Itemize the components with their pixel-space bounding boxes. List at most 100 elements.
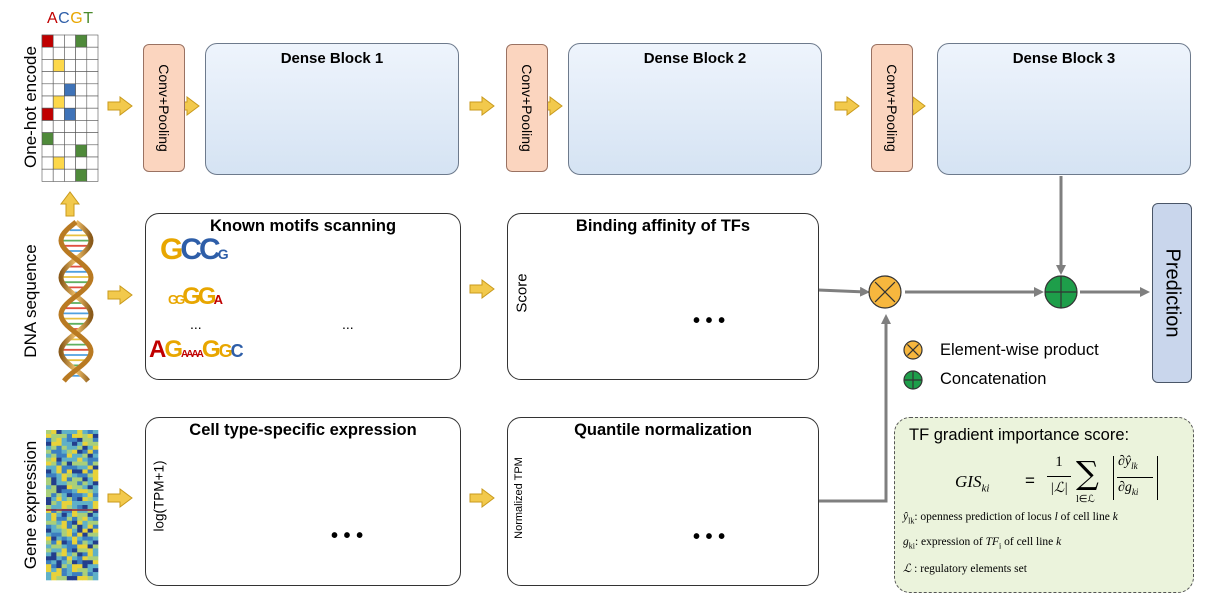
heatmap-cell xyxy=(92,493,99,498)
onehot-cell xyxy=(86,156,99,170)
heatmap-cell xyxy=(51,433,57,439)
dense-block-3: Dense Block 3 xyxy=(937,43,1191,175)
onehot-cell xyxy=(75,107,88,121)
heatmap-cell xyxy=(77,576,83,581)
motif-logo-3: AGAAAAGGC xyxy=(149,336,244,363)
heatmap-cell xyxy=(66,576,73,581)
heatmap-cell xyxy=(82,556,88,561)
heatmap-cell xyxy=(92,445,99,451)
heatmap-cell xyxy=(56,457,62,462)
onehot-cell xyxy=(41,132,54,146)
heatmap-cell xyxy=(82,564,88,569)
gis-frac-num: 1 xyxy=(1055,454,1063,470)
heatmap-cell xyxy=(82,524,88,529)
heatmap-cell xyxy=(87,576,94,581)
heatmap-cell xyxy=(87,544,94,549)
heatmap-cell xyxy=(56,576,62,581)
heatmap-cell xyxy=(66,560,73,565)
onehot-cell xyxy=(75,71,88,85)
heatmap-cell xyxy=(92,576,99,581)
arrow-affinity-to-product xyxy=(817,286,870,297)
heatmap-cell xyxy=(77,493,83,498)
gis-deriv-num: ∂ŷlk xyxy=(1118,454,1138,471)
heatmap-cell xyxy=(82,493,88,498)
gene-expression-label: Gene expression xyxy=(21,440,40,570)
onehot-cell xyxy=(75,132,88,146)
heatmap-cell xyxy=(66,497,73,502)
heatmap-cell xyxy=(77,536,83,541)
heatmap-cell xyxy=(46,512,52,518)
heatmap-cell xyxy=(92,508,99,514)
onehot-cell xyxy=(52,156,65,170)
heatmap-cell xyxy=(56,524,62,529)
heatmap-cell xyxy=(82,437,88,443)
onehot-cell xyxy=(41,144,54,158)
heatmap-cell xyxy=(66,437,73,443)
onehot-cell-red xyxy=(41,34,54,48)
heatmap-cell xyxy=(87,441,94,447)
heatmap-cell xyxy=(46,441,52,447)
heatmap-cell xyxy=(87,489,94,494)
heatmap-cell xyxy=(72,453,78,458)
heatmap-cell xyxy=(82,572,88,577)
onehot-cell xyxy=(86,132,99,146)
onehot-cell xyxy=(52,132,65,146)
heatmap-cell xyxy=(72,481,78,486)
onehot-cell xyxy=(52,34,65,48)
heatmap-cell xyxy=(46,536,52,541)
heatmap-cell xyxy=(51,437,57,443)
heatmap-cell xyxy=(72,473,78,478)
heatmap-cell xyxy=(77,445,83,451)
heatmap-cell xyxy=(82,508,88,514)
heatmap-cell xyxy=(51,461,57,466)
heatmap-cell xyxy=(72,576,78,581)
heatmap-cell xyxy=(82,528,88,533)
motif-ellipsis-left: ... xyxy=(190,316,202,332)
heatmap-cell xyxy=(77,548,83,553)
heatmap-cell xyxy=(82,457,88,462)
heatmap-cell xyxy=(72,505,78,510)
onehot-cell xyxy=(75,59,88,72)
heatmap-cell xyxy=(66,461,73,466)
heatmap-cell xyxy=(77,540,83,545)
heatmap-cell xyxy=(46,453,52,458)
heatmap-cell xyxy=(77,524,83,529)
heatmap-cell xyxy=(87,508,94,514)
heatmap-cell xyxy=(61,528,68,533)
heatmap-cell xyxy=(61,508,68,514)
onehot-cell xyxy=(75,156,88,170)
heatmap-cell xyxy=(56,556,62,561)
heatmap-cell xyxy=(51,564,57,569)
heatmap-cell xyxy=(72,508,78,514)
heatmap-cell xyxy=(92,528,99,533)
heatmap-cell xyxy=(92,465,99,470)
heatmap-cell xyxy=(61,461,68,466)
heatmap-cell xyxy=(72,469,78,474)
heatmap-cell xyxy=(72,485,78,490)
heatmap-cell xyxy=(61,516,68,522)
heatmap-cell xyxy=(92,453,99,458)
heatmap-cell xyxy=(87,453,94,458)
heatmap-cell xyxy=(51,497,57,502)
expression-ylabel: log(TPM+1) xyxy=(151,460,167,532)
heatmap-cell xyxy=(61,465,68,470)
heatmap-cell xyxy=(56,481,62,486)
motif-logo-1: GCCG xyxy=(160,233,229,266)
heatmap-cell xyxy=(87,572,94,577)
heatmap-cell xyxy=(61,469,68,474)
heatmap-cell xyxy=(87,457,94,462)
heatmap-cell xyxy=(77,465,83,470)
heatmap-cell xyxy=(92,461,99,466)
heatmap-cell xyxy=(66,572,73,577)
heatmap-cell xyxy=(46,461,52,466)
expression-panel: Cell type-specific expression xyxy=(145,417,461,586)
gis-deriv-den: ∂gki xyxy=(1118,480,1139,497)
heatmap-cell xyxy=(87,532,94,537)
heatmap-cell xyxy=(77,560,83,565)
heatmap-cell xyxy=(61,540,68,545)
heatmap-cell xyxy=(72,520,78,526)
heatmap-cell xyxy=(77,505,83,510)
onehot-cell xyxy=(64,95,76,109)
nucleotide-a: A xyxy=(47,10,59,27)
heatmap-cell xyxy=(92,469,99,474)
